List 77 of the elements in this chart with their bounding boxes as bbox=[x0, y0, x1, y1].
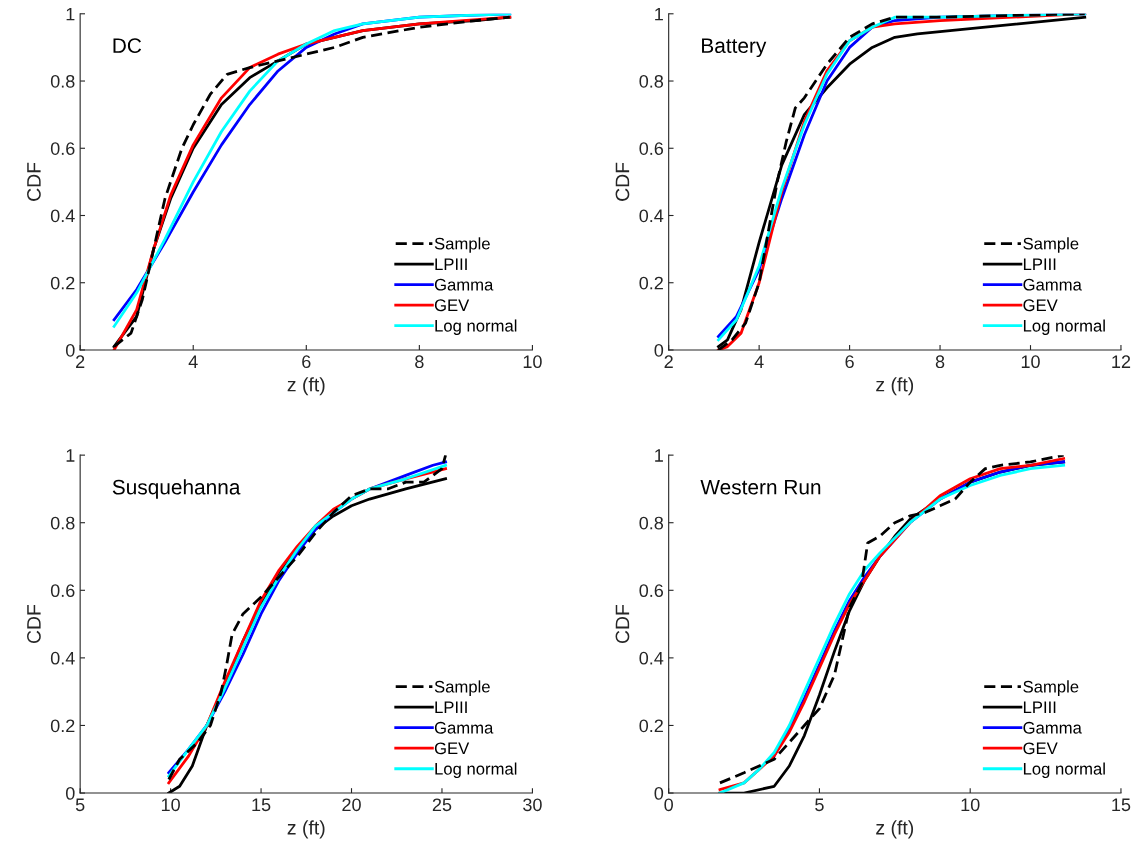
y-tick-label: 0 bbox=[65, 786, 75, 800]
x-tick-label: 20 bbox=[342, 798, 361, 812]
legend-label: Gamma bbox=[434, 278, 494, 291]
x-tick-label: 30 bbox=[523, 798, 542, 812]
legend-label: Log normal bbox=[1023, 762, 1105, 779]
x-tick-label: 4 bbox=[754, 355, 764, 368]
x-axis-title: z (ft) bbox=[876, 377, 914, 396]
x-tick-label: 8 bbox=[935, 355, 945, 369]
legend-label: GEV bbox=[1023, 299, 1058, 312]
y-tick-label: 0.2 bbox=[639, 719, 663, 733]
x-tick-label: 5 bbox=[75, 798, 85, 812]
legend-label: GEV bbox=[434, 742, 470, 755]
legend-label: Sample bbox=[1023, 237, 1079, 253]
x-axis-title: z (ft) bbox=[287, 377, 325, 396]
x-tick-label: 2 bbox=[76, 355, 85, 368]
y-tick-label: 0.6 bbox=[50, 584, 75, 598]
y-tick-label: 0.8 bbox=[50, 74, 75, 88]
x-tick-label: 6 bbox=[302, 355, 311, 369]
x-axis-title: z (ft) bbox=[876, 820, 914, 839]
y-tick-label: 0.6 bbox=[639, 142, 664, 155]
y-tick-label: 0.2 bbox=[50, 276, 75, 290]
legend-label: LPIII bbox=[435, 258, 467, 270]
x-tick-label: 15 bbox=[1112, 798, 1131, 812]
x-tick-label: 12 bbox=[1112, 355, 1131, 368]
y-tick-label: 0.4 bbox=[639, 209, 664, 223]
y-tick-label: 0.8 bbox=[639, 516, 664, 530]
x-axis-title: z (ft) bbox=[287, 820, 325, 839]
x-tick-label: 6 bbox=[845, 355, 854, 369]
x-tick-label: 10 bbox=[523, 355, 542, 369]
y-tick-label: 0.4 bbox=[50, 209, 75, 223]
y-tick-label: 1 bbox=[655, 7, 663, 21]
y-tick-label: 0.2 bbox=[50, 719, 75, 733]
text: Battery bbox=[702, 38, 767, 58]
y-tick-label: 0.4 bbox=[639, 651, 664, 665]
text: Western Run bbox=[700, 479, 821, 495]
y-tick-label: 0 bbox=[654, 786, 664, 800]
y-tick-label: 0.6 bbox=[639, 584, 664, 598]
legend-label: Log normal bbox=[1023, 319, 1105, 335]
legend-label: Log normal bbox=[435, 319, 517, 335]
legend-label: Log normal bbox=[435, 762, 517, 779]
x-tick-label: 25 bbox=[432, 798, 452, 812]
y-tick-label: 0 bbox=[65, 343, 75, 357]
y-axis-title: CDF bbox=[27, 604, 41, 644]
y-tick-label: 0.8 bbox=[639, 74, 664, 88]
x-tick-label: 8 bbox=[415, 355, 424, 369]
x-tick-label: 0 bbox=[664, 798, 673, 812]
x-tick-label: 10 bbox=[161, 798, 180, 812]
y-axis-title: CDF bbox=[615, 604, 630, 644]
x-tick-label: 10 bbox=[1021, 355, 1040, 369]
legend-label: Sample bbox=[434, 680, 490, 696]
legend-label: LPIII bbox=[435, 701, 467, 713]
legend-label: Gamma bbox=[1023, 721, 1082, 734]
x-tick-label: 10 bbox=[961, 798, 980, 812]
y-tick-label: 1 bbox=[655, 449, 663, 462]
legend-label: Sample bbox=[434, 237, 490, 253]
legend-label: LPIII bbox=[1023, 701, 1056, 713]
x-tick-label: 2 bbox=[664, 355, 673, 368]
y-tick-label: 1 bbox=[66, 449, 75, 462]
legend-label: Gamma bbox=[434, 721, 494, 734]
y-tick-label: 0.2 bbox=[639, 276, 663, 290]
legend-label: GEV bbox=[434, 299, 470, 312]
y-tick-label: 1 bbox=[66, 7, 75, 21]
y-axis-title: CDF bbox=[615, 162, 630, 201]
y-tick-label: 0.8 bbox=[50, 516, 75, 530]
x-tick-label: 5 bbox=[815, 798, 824, 812]
x-tick-label: 4 bbox=[188, 355, 198, 368]
y-axis-title: CDF bbox=[27, 162, 41, 201]
x-tick-label: 15 bbox=[252, 798, 271, 812]
legend-label: Sample bbox=[1023, 680, 1079, 696]
legend-label: Gamma bbox=[1023, 278, 1082, 291]
y-tick-label: 0.4 bbox=[50, 651, 75, 665]
y-tick-label: 0 bbox=[654, 343, 664, 357]
text: DC bbox=[113, 38, 142, 53]
text: Susquehanna bbox=[112, 479, 241, 499]
legend-label: GEV bbox=[1023, 742, 1058, 755]
y-tick-label: 0.6 bbox=[50, 142, 75, 155]
legend-label: LPIII bbox=[1023, 258, 1056, 270]
